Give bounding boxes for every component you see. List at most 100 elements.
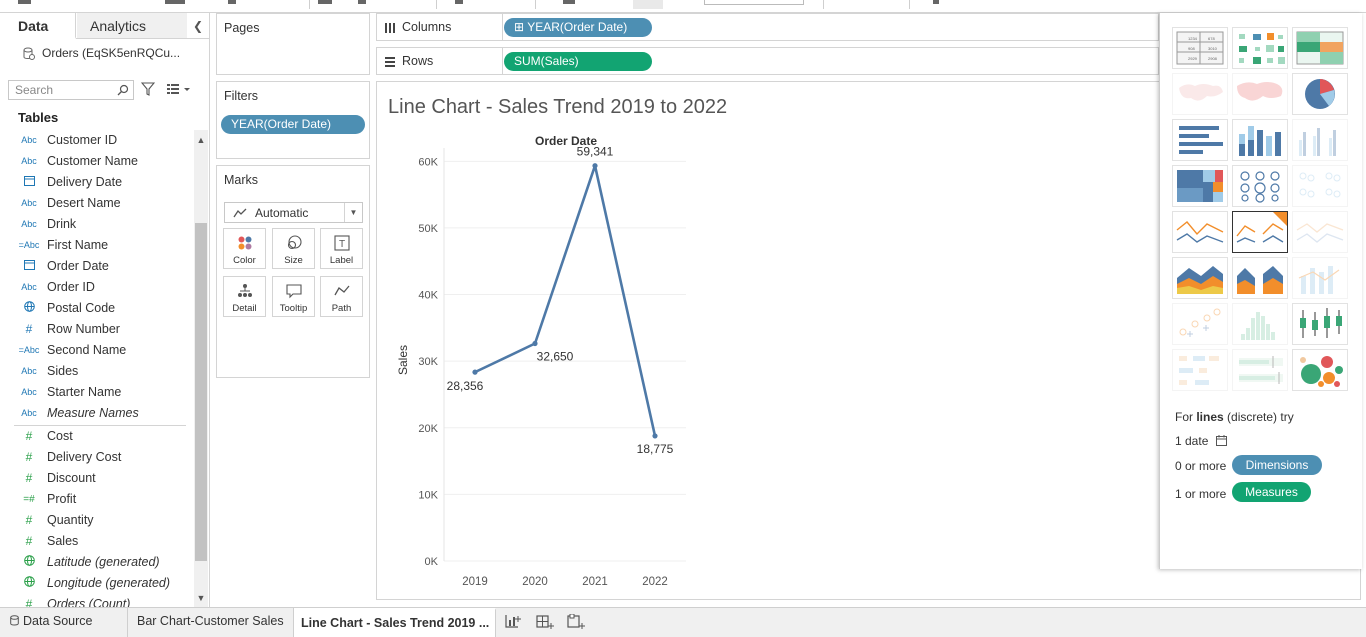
expand-icon[interactable]: ⊞: [514, 20, 525, 34]
show-me-area-continuous-icon[interactable]: [1172, 257, 1228, 299]
show-me-scatter-plot-icon[interactable]: [1172, 303, 1228, 345]
mark-type-dropdown[interactable]: Automatic ▼: [224, 202, 363, 223]
field-desert-name[interactable]: Abc Desert Name: [0, 193, 194, 214]
chevron-down-icon[interactable]: ▼: [344, 203, 362, 222]
filters-card[interactable]: Filters YEAR(Order Date): [216, 81, 370, 159]
toolbar-button[interactable]: [165, 0, 185, 4]
filter-icon[interactable]: [141, 82, 155, 96]
field-cost[interactable]: # Cost: [0, 426, 194, 447]
show-me-histogram-icon[interactable]: [1232, 303, 1288, 345]
tab-data[interactable]: Data: [0, 13, 76, 39]
field-row-number[interactable]: # Row Number: [0, 319, 194, 340]
tab-data-source[interactable]: Data Source: [0, 608, 128, 637]
search-icon[interactable]: [117, 84, 129, 96]
field-customer-name[interactable]: Abc Customer Name: [0, 151, 194, 172]
field-drink[interactable]: Abc Drink: [0, 214, 194, 235]
toolbar-button[interactable]: [18, 0, 31, 4]
field-delivery-date[interactable]: Delivery Date: [0, 172, 194, 193]
sheet-title[interactable]: Line Chart - Sales Trend 2019 to 2022: [388, 96, 728, 118]
show-me-highlight-table-icon[interactable]: [1292, 27, 1348, 69]
show-me-continuous-lines-icon[interactable]: [1172, 211, 1228, 253]
field-list-scrollbar[interactable]: ▲ ▼: [194, 130, 208, 607]
field-orders-count[interactable]: # Orders (Count): [0, 594, 194, 607]
show-me-box-and-whisker-icon[interactable]: [1292, 303, 1348, 345]
show-me-circle-views-icon[interactable]: [1232, 165, 1288, 207]
field-longitude-generated[interactable]: Longitude (generated): [0, 573, 194, 594]
toolbar-button[interactable]: [933, 0, 939, 4]
show-me-side-by-side-circles-icon[interactable]: [1292, 165, 1348, 207]
tab-line-chart-sales-trend[interactable]: Line Chart - Sales Trend 2019 ...: [294, 608, 496, 637]
field-delivery-cost[interactable]: # Delivery Cost: [0, 447, 194, 468]
show-me-packed-bubbles-icon[interactable]: [1292, 349, 1348, 391]
field-first-name[interactable]: =Abc First Name: [0, 235, 194, 256]
field-starter-name[interactable]: Abc Starter Name: [0, 382, 194, 403]
collapse-pane-button[interactable]: ❮: [192, 19, 204, 33]
tab-analytics[interactable]: Analytics: [77, 13, 187, 38]
toolbar-button[interactable]: [563, 0, 575, 4]
data-point[interactable]: [652, 433, 658, 439]
field-profit[interactable]: =# Profit: [0, 489, 194, 510]
series-line[interactable]: [474, 164, 657, 437]
show-me-area-discrete-icon[interactable]: [1232, 257, 1288, 299]
show-me-treemap-icon[interactable]: [1172, 165, 1228, 207]
show-me-dual-lines-icon[interactable]: [1292, 211, 1348, 253]
search-box[interactable]: [8, 80, 134, 100]
show-me-filled-map-icon[interactable]: [1232, 73, 1288, 115]
scroll-down-arrow-icon[interactable]: ▼: [196, 593, 206, 603]
data-point[interactable]: [472, 369, 478, 375]
pages-card[interactable]: Pages: [216, 13, 370, 75]
tooltip-mark-button[interactable]: Tooltip: [272, 276, 315, 317]
field-latitude-generated[interactable]: Latitude (generated): [0, 552, 194, 573]
columns-shelf[interactable]: Columns ⊞ YEAR(Order Date): [376, 13, 1159, 41]
tab-bar-chart-customer-sales[interactable]: Bar Chart-Customer Sales: [128, 608, 294, 637]
rows-pill-sum-sales[interactable]: SUM(Sales): [504, 52, 652, 71]
show-me-bullet-graph-icon[interactable]: [1232, 349, 1288, 391]
search-input[interactable]: [9, 81, 109, 99]
show-me-stacked-bars-icon[interactable]: [1232, 119, 1288, 161]
field-discount[interactable]: # Discount: [0, 468, 194, 489]
show-me-symbol-map-icon[interactable]: [1172, 73, 1228, 115]
toolbar-button[interactable]: [228, 0, 236, 4]
columns-pill-year-order-date[interactable]: ⊞ YEAR(Order Date): [504, 18, 652, 37]
data-point[interactable]: [592, 163, 598, 169]
toolbar-button[interactable]: [455, 0, 463, 4]
show-me-pie-chart-icon[interactable]: [1292, 73, 1348, 115]
line-chart[interactable]: 0K 10K 20K 30K 40K 50K 60K 2019 2020 2021 2022 28…: [377, 82, 1361, 600]
show-me-discrete-lines-icon[interactable]: [1232, 211, 1288, 253]
color-mark-button[interactable]: Color: [223, 228, 266, 269]
toolbar-button[interactable]: [318, 0, 332, 4]
show-me-heat-map-icon[interactable]: [1232, 27, 1288, 69]
new-story-icon[interactable]: [567, 614, 585, 630]
field-quantity[interactable]: # Quantity: [0, 510, 194, 531]
label-mark-button[interactable]: T Label: [320, 228, 363, 269]
new-dashboard-icon[interactable]: [536, 614, 554, 630]
toolbar-button[interactable]: [633, 0, 663, 9]
field-measure-names[interactable]: Abc Measure Names: [0, 403, 194, 424]
detail-mark-button[interactable]: Detail: [223, 276, 266, 317]
size-mark-button[interactable]: Size: [272, 228, 315, 269]
show-me-text-table-icon[interactable]: 1234 678 908 3010 2929 2908: [1172, 27, 1228, 69]
toolbar-button[interactable]: [358, 0, 366, 4]
view-options-icon[interactable]: [167, 83, 191, 95]
field-second-name[interactable]: =Abc Second Name: [0, 340, 194, 361]
show-me-horizontal-bars-icon[interactable]: [1172, 119, 1228, 161]
rows-shelf[interactable]: Rows SUM(Sales): [376, 47, 1159, 75]
scroll-up-arrow-icon[interactable]: ▲: [196, 135, 206, 145]
new-worksheet-icon[interactable]: [504, 614, 522, 630]
field-order-id[interactable]: Abc Order ID: [0, 277, 194, 298]
field-sales[interactable]: # Sales: [0, 531, 194, 552]
data-point[interactable]: [532, 340, 538, 347]
show-me-gantt-chart-icon[interactable]: [1172, 349, 1228, 391]
path-mark-button[interactable]: Path: [320, 276, 363, 317]
scroll-thumb[interactable]: [195, 223, 207, 561]
datasource-name[interactable]: Orders (EqSK5enRQCu...: [42, 46, 181, 60]
filter-pill-year-order-date[interactable]: YEAR(Order Date): [221, 115, 365, 134]
field-postal-code[interactable]: Postal Code: [0, 298, 194, 319]
toolbar-dropdown[interactable]: [704, 0, 804, 5]
field-sides[interactable]: Abc Sides: [0, 361, 194, 382]
show-me-dual-combination-icon[interactable]: [1292, 257, 1348, 299]
show-me-side-by-side-bars-icon[interactable]: [1292, 119, 1348, 161]
series-sales[interactable]: [472, 163, 658, 439]
field-customer-id[interactable]: Abc Customer ID: [0, 130, 194, 151]
field-order-date[interactable]: Order Date: [0, 256, 194, 277]
